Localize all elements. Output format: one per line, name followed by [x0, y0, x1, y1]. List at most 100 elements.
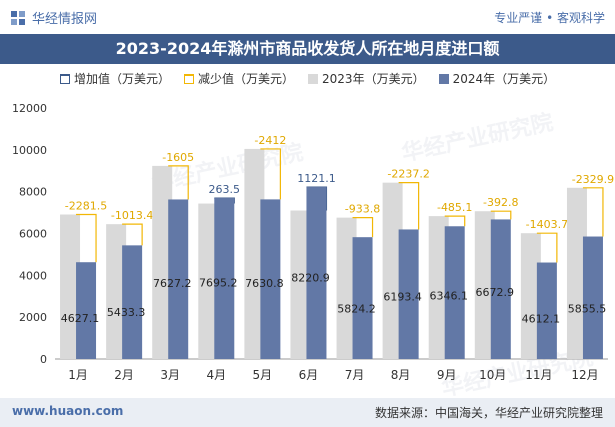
bar-2024 — [582, 236, 603, 359]
value-label-2024: 5433.3 — [107, 306, 146, 319]
increase-bracket — [214, 197, 235, 204]
legend-increase-label: 增加值（万美元） — [74, 72, 171, 86]
decrease-bracket — [122, 223, 143, 246]
bar-2024 — [76, 262, 97, 359]
x-tick-label: 5月 — [253, 368, 273, 382]
decrease-bracket — [260, 148, 281, 200]
legend-increase-swatch — [60, 73, 70, 84]
bar-2023 — [106, 224, 127, 359]
bar-2024 — [490, 219, 511, 359]
change-label: -2412 — [254, 134, 286, 147]
bar-2024 — [398, 229, 419, 359]
y-tick-label: 2000 — [19, 311, 47, 324]
x-tick-label: 12月 — [571, 368, 598, 382]
value-label-2024: 7630.8 — [245, 277, 284, 290]
value-label-2024: 7695.2 — [199, 277, 238, 290]
change-label: -485.1 — [437, 201, 472, 214]
bar-2023 — [152, 165, 173, 359]
legend-2024: 2024年（万美元） — [438, 70, 556, 87]
bar-2024 — [260, 199, 281, 359]
y-tick-label: 8000 — [19, 186, 47, 199]
x-tick-label: 1月 — [68, 368, 88, 382]
bar-2024 — [536, 262, 557, 359]
bar-2023 — [474, 211, 495, 359]
bar-2023 — [60, 214, 81, 359]
bar-2024 — [214, 198, 235, 359]
legend-2023: 2023年（万美元） — [308, 70, 425, 87]
x-tick-label: 9月 — [437, 368, 457, 382]
change-label: -2281.5 — [65, 199, 107, 212]
legend-2023-label: 2023年（万美元） — [322, 72, 425, 86]
y-tick-label: 4000 — [19, 269, 47, 282]
brand: 华经情报网 — [10, 8, 97, 27]
bar-2023 — [382, 182, 403, 359]
x-tick-label: 8月 — [391, 368, 411, 382]
decrease-bracket — [352, 217, 374, 238]
change-label: -1403.7 — [526, 218, 568, 231]
decrease-bracket — [582, 187, 604, 237]
decrease-bracket — [398, 182, 420, 230]
decrease-bracket — [168, 165, 189, 200]
value-label-2024: 7627.2 — [153, 277, 192, 290]
bar-2023 — [244, 148, 265, 359]
bar-2024 — [306, 187, 327, 359]
chart-title: 2023-2024年滁州市商品收发货人所在地月度进口额 — [0, 34, 615, 64]
value-label-2024: 8220.9 — [291, 272, 330, 285]
bar-2023 — [428, 216, 449, 359]
x-tick-label: 7月 — [345, 368, 365, 382]
value-label-2024: 6672.9 — [476, 286, 515, 299]
bar-2024 — [444, 226, 465, 359]
x-tick-label: 11月 — [525, 368, 552, 382]
bar-2023 — [290, 210, 311, 359]
change-label: -1013.4 — [111, 209, 153, 222]
bar-2023 — [198, 203, 219, 359]
decrease-bracket — [536, 232, 558, 263]
brand-name: 华经情报网 — [32, 12, 98, 27]
chart: 0 2000 4000 6000 8000 10000 12000 -2281.5 4627.1… — [12, 102, 614, 382]
footer-source: 数据来源：中国海关，华经产业研究院整理 — [374, 406, 603, 420]
decrease-bracket — [76, 213, 97, 263]
value-label-2024: 6346.1 — [429, 289, 468, 302]
decrease-bracket — [490, 210, 512, 220]
legend-increase: 增加值（万美元） — [60, 70, 170, 87]
logo-icon — [11, 10, 25, 25]
legend-decrease-swatch — [184, 73, 195, 84]
x-tick-label: 2月 — [114, 368, 134, 382]
change-label: -2329.9 — [572, 173, 614, 186]
y-tick-label: 6000 — [19, 228, 47, 241]
x-tick-label: 3月 — [160, 368, 180, 382]
y-tick-label: 10000 — [12, 144, 47, 157]
value-label-2024: 5824.2 — [337, 303, 376, 316]
footer: www.huaon.com 数据来源：中国海关，华经产业研究院整理 — [0, 398, 615, 427]
x-tick-label: 10月 — [479, 368, 506, 382]
value-label-2024: 4627.1 — [61, 312, 100, 325]
change-label: -1605 — [162, 151, 194, 164]
x-tick-label: 6月 — [299, 368, 319, 382]
change-label: 1121.1 — [297, 172, 336, 185]
change-label: -392.8 — [483, 196, 518, 209]
y-tick-label: 12000 — [12, 102, 47, 115]
y-tick-label: 0 — [40, 353, 47, 366]
bar-2023 — [520, 233, 541, 359]
change-label: -2237.2 — [387, 168, 429, 181]
footer-url[interactable]: www.huaon.com — [12, 404, 124, 418]
legend-2024-swatch — [438, 73, 449, 84]
x-tick-label: 4月 — [206, 368, 226, 382]
legend-2023-swatch — [308, 73, 319, 84]
legend: 增加值（万美元） 减少值（万美元） 2023年（万美元） 2024年（万美元） — [60, 70, 555, 87]
bar-2023 — [566, 187, 587, 359]
legend-2024-label: 2024年（万美元） — [452, 72, 556, 86]
legend-decrease-label: 减少值（万美元） — [198, 72, 295, 86]
slogan: 专业严谨 • 客观科学 — [494, 11, 605, 25]
legend-decrease: 减少值（万美元） — [184, 70, 294, 87]
bar-2024 — [122, 245, 143, 359]
value-label-2024: 5855.5 — [568, 302, 607, 315]
value-label-2024: 4612.1 — [522, 312, 561, 325]
change-label: 263.5 — [209, 183, 241, 196]
bar-2024 — [168, 199, 189, 359]
bar-2024 — [352, 237, 373, 359]
bar-2023 — [336, 217, 357, 359]
change-label: -933.8 — [345, 203, 380, 216]
top-bar: 华经情报网 专业严谨 • 客观科学 — [0, 0, 615, 34]
decrease-bracket — [444, 215, 466, 227]
